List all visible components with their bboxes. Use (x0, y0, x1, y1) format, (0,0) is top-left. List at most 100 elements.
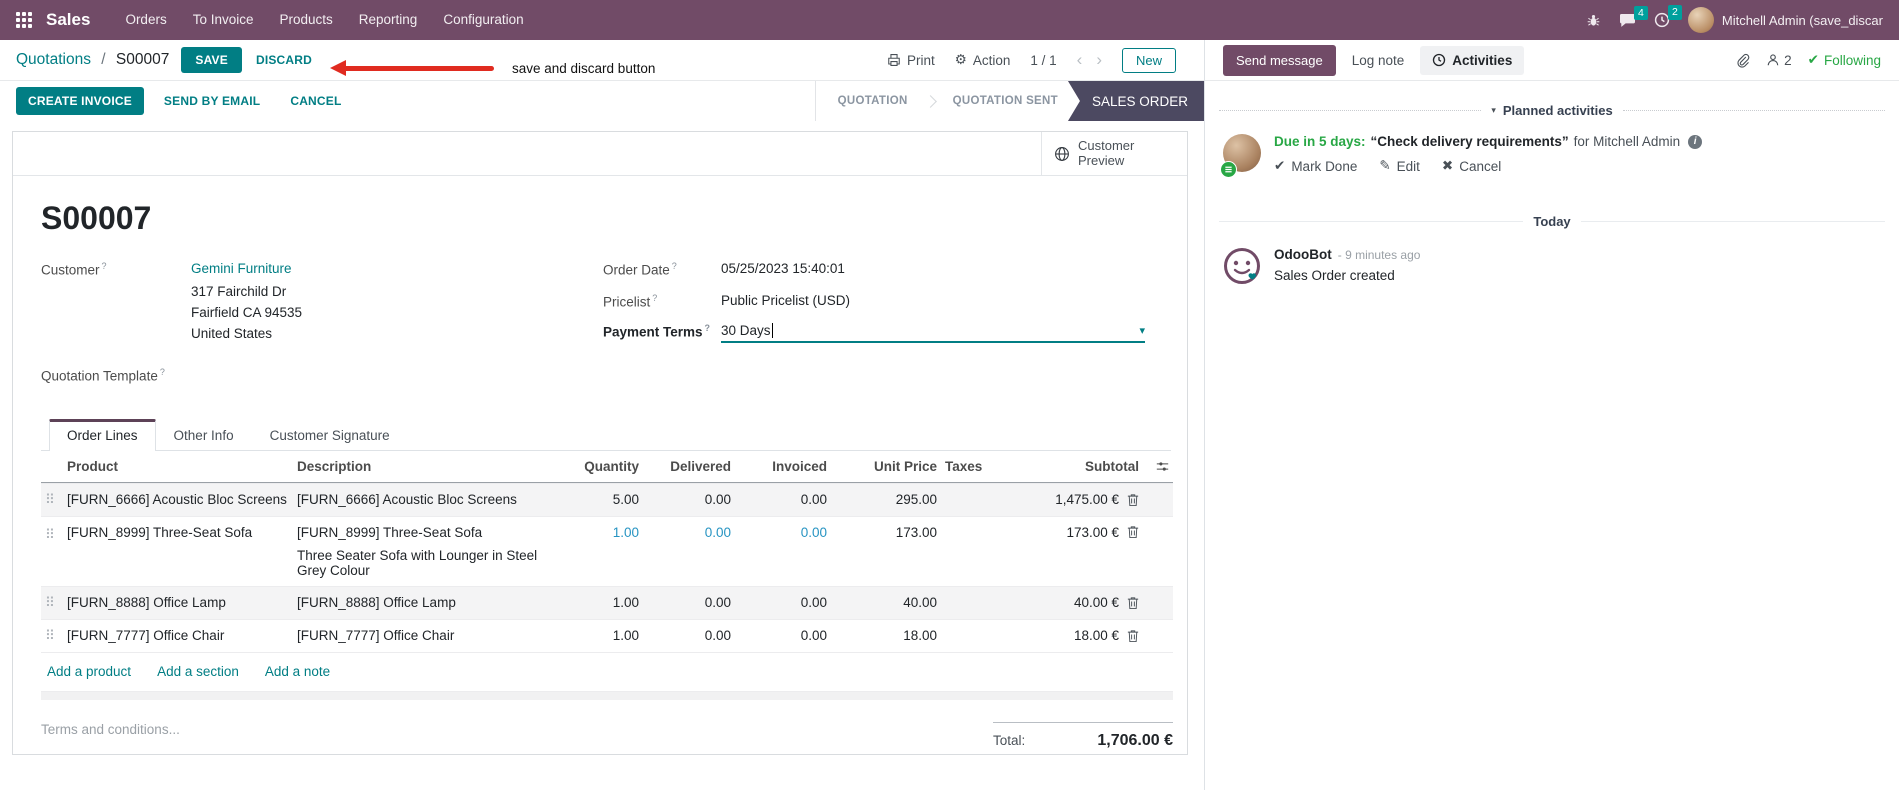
cell-delivered[interactable]: 0.00 (704, 595, 731, 610)
customer-preview-button[interactable]: Customer Preview (1041, 132, 1187, 176)
cell-unit-price[interactable]: 295.00 (895, 492, 937, 507)
cell-unit-price[interactable]: 18.00 (903, 628, 937, 643)
messages-icon[interactable]: 4 (1619, 5, 1648, 28)
attachment-icon[interactable] (1735, 53, 1750, 68)
tab-order-lines[interactable]: Order Lines (49, 418, 156, 451)
optional-columns-icon[interactable] (1143, 452, 1173, 481)
state-quotation[interactable]: QUOTATION (837, 95, 908, 107)
cell-description[interactable]: [FURN_8888] Office Lamp (297, 595, 456, 610)
edit-activity-button[interactable]: ✎ Edit (1379, 158, 1420, 174)
cell-invoiced[interactable]: 0.00 (800, 628, 827, 643)
state-quotation-sent[interactable]: QUOTATION SENT (952, 95, 1058, 107)
tab-customer-signature[interactable]: Customer Signature (269, 427, 390, 443)
cell-quantity[interactable]: 1.00 (612, 628, 639, 643)
add-note-link[interactable]: Add a note (264, 663, 331, 679)
menu-configuration[interactable]: Configuration (443, 12, 524, 27)
col-invoiced[interactable]: Invoiced (772, 458, 827, 474)
breadcrumb-quotations-link[interactable]: Quotations (16, 51, 91, 68)
cell-quantity[interactable]: 1.00 (612, 524, 639, 540)
print-button[interactable]: Print (887, 53, 935, 68)
cell-taxes[interactable] (941, 543, 1025, 559)
cell-product[interactable]: [FURN_6666] Acoustic Bloc Screens (67, 492, 287, 507)
pager-next-icon[interactable]: › (1096, 50, 1102, 69)
cell-invoiced[interactable]: 0.00 (800, 524, 827, 540)
cell-description[interactable]: [FURN_7777] Office Chair (297, 628, 455, 643)
table-row[interactable]: ⠿ [FURN_8888] Office Lamp [FURN_8888] Of… (41, 585, 1173, 619)
info-icon[interactable]: i (1688, 134, 1703, 149)
followers-button[interactable]: 2 (1766, 53, 1792, 68)
discard-button[interactable]: DISCARD (255, 53, 313, 67)
cell-taxes[interactable] (941, 628, 1025, 644)
table-row[interactable]: ⠿ [FURN_8999] Three-Seat Sofa [FURN_8999… (41, 515, 1173, 586)
cell-product[interactable]: [FURN_7777] Office Chair (67, 628, 225, 643)
activities-button[interactable]: Activities (1420, 45, 1525, 75)
cancel-activity-button[interactable]: ✖ Cancel (1441, 158, 1502, 174)
cell-quantity[interactable]: 5.00 (612, 492, 639, 507)
order-date-value[interactable]: 05/25/2023 15:40:01 (721, 261, 845, 276)
following-button[interactable]: ✔ Following (1807, 52, 1881, 68)
pricelist-value[interactable]: Public Pricelist (USD) (721, 292, 851, 308)
pager-previous-icon[interactable]: ‹ (1076, 50, 1083, 69)
action-button[interactable]: ⚙ Action (954, 52, 1011, 68)
apps-menu-icon[interactable] (16, 12, 32, 28)
save-button[interactable]: SAVE (181, 47, 242, 73)
menu-orders[interactable]: Orders (125, 12, 167, 27)
tab-other-info[interactable]: Other Info (173, 427, 234, 443)
create-invoice-button[interactable]: CREATE INVOICE (16, 87, 144, 115)
cell-invoiced[interactable]: 0.00 (800, 492, 827, 507)
planned-activities-toggle[interactable]: ▾ Planned activities (1491, 103, 1613, 118)
col-quantity[interactable]: Quantity (584, 458, 639, 474)
col-description[interactable]: Description (297, 458, 372, 474)
menu-to-invoice[interactable]: To Invoice (192, 12, 254, 27)
app-name[interactable]: Sales (46, 10, 91, 29)
new-button[interactable]: New (1121, 47, 1176, 73)
cell-product[interactable]: [FURN_8999] Three-Seat Sofa (67, 524, 253, 540)
cell-delivered[interactable]: 0.00 (704, 524, 731, 540)
cell-delivered[interactable]: 0.00 (704, 492, 731, 507)
col-unit-price[interactable]: Unit Price (873, 458, 937, 474)
col-delivered[interactable]: Delivered (670, 458, 731, 474)
delete-row-icon[interactable] (1127, 629, 1139, 643)
state-sales-order[interactable]: SALES ORDER (1067, 81, 1204, 121)
cell-unit-price[interactable]: 173.00 (895, 524, 937, 540)
odoobot-avatar (1224, 248, 1260, 284)
menu-reporting[interactable]: Reporting (358, 12, 418, 27)
cell-quantity[interactable]: 1.00 (612, 595, 639, 610)
delete-row-icon[interactable] (1127, 596, 1139, 610)
terms-placeholder[interactable]: Terms and conditions... (41, 721, 180, 737)
customer-link[interactable]: Gemini Furniture (191, 261, 292, 276)
cell-delivered[interactable]: 0.00 (704, 628, 731, 643)
mark-done-button[interactable]: ✔ Mark Done (1274, 158, 1358, 174)
drag-handle-icon[interactable]: ⠿ (45, 491, 55, 507)
user-menu[interactable]: Mitchell Admin (save_discar (1687, 7, 1883, 33)
cell-taxes[interactable] (941, 595, 1025, 611)
drag-handle-icon[interactable]: ⠿ (45, 627, 55, 643)
drag-handle-icon[interactable]: ⠿ (45, 526, 55, 542)
cell-taxes[interactable] (941, 492, 1025, 508)
delete-row-icon[interactable] (1127, 493, 1139, 507)
cancel-button[interactable]: CANCEL (280, 87, 351, 115)
cell-product[interactable]: [FURN_8888] Office Lamp (67, 595, 226, 610)
cell-unit-price[interactable]: 40.00 (903, 595, 937, 610)
delete-row-icon[interactable] (1127, 525, 1139, 539)
log-note-button[interactable]: Log note (1351, 52, 1405, 68)
menu-products[interactable]: Products (279, 12, 333, 27)
send-message-button[interactable]: Send message (1223, 44, 1336, 76)
col-subtotal[interactable]: Subtotal (1085, 458, 1139, 474)
col-taxes[interactable]: Taxes (945, 458, 983, 474)
drag-handle-icon[interactable]: ⠿ (45, 594, 55, 610)
table-row[interactable]: ⠿ [FURN_7777] Office Chair [FURN_7777] O… (41, 618, 1173, 652)
cell-invoiced[interactable]: 0.00 (800, 595, 827, 610)
col-product[interactable]: Product (67, 458, 119, 474)
add-product-link[interactable]: Add a product (47, 663, 132, 679)
payment-terms-input[interactable]: 30 Days ▾ (721, 323, 1145, 343)
table-row[interactable]: ⠿ [FURN_6666] Acoustic Bloc Screens [FUR… (41, 482, 1173, 516)
dropdown-caret-icon[interactable]: ▾ (1139, 325, 1145, 337)
cell-description[interactable]: [FURN_8999] Three-Seat Sofa Three Seater… (297, 524, 538, 578)
debug-icon[interactable] (1586, 13, 1601, 28)
table-bottom-strip (41, 690, 1173, 700)
activity-clock-icon[interactable]: 2 (1654, 5, 1682, 28)
send-by-email-button[interactable]: SEND BY EMAIL (154, 87, 270, 115)
add-section-link[interactable]: Add a section (157, 663, 239, 679)
cell-description[interactable]: [FURN_6666] Acoustic Bloc Screens (297, 492, 517, 507)
